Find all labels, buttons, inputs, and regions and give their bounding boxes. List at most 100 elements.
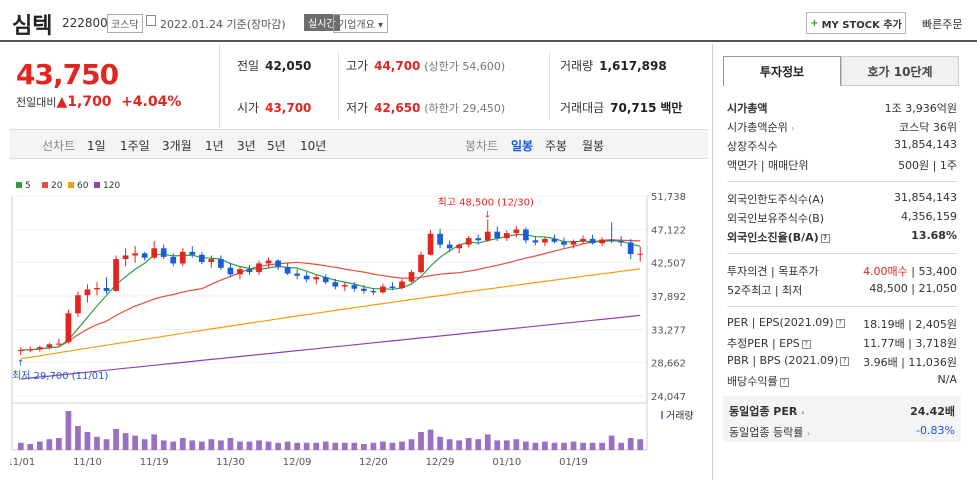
candle-body [36, 347, 43, 350]
opinion-value: 4.00매수 [863, 265, 908, 278]
candle-body [227, 267, 234, 275]
volume-bar [141, 439, 148, 450]
row-value: 500원 | 1주 [898, 159, 957, 172]
mystock-add-button[interactable]: + MY STOCK 추가 [806, 12, 906, 34]
tab-3y[interactable]: 3년 [237, 139, 256, 153]
help-icon[interactable]: ? [801, 339, 811, 349]
tab-daily[interactable]: 일봉 [511, 139, 534, 153]
chart-grid [11, 195, 648, 451]
help-icon[interactable]: ? [835, 318, 845, 328]
prev-value: 42,050 [265, 59, 312, 73]
tab-5y[interactable]: 5년 [267, 139, 286, 153]
row-label-text: 배당수익률 [727, 375, 778, 388]
quick-order-link[interactable]: 빠른주문 [922, 18, 963, 31]
tab-10y[interactable]: 10년 [300, 139, 327, 153]
divider [727, 246, 957, 254]
y-tick-label: 37,892 [651, 292, 686, 303]
candle-body [132, 253, 138, 256]
volume-bar [56, 438, 62, 450]
info-row: 외국인한도주식수(A) 31,854,143 [727, 189, 957, 208]
x-tick-label: 12/20 [359, 457, 388, 468]
lower-limit: (하한가 29,450) [424, 102, 506, 115]
candle-body [399, 281, 405, 289]
help-icon[interactable]: ? [820, 233, 830, 243]
volume-bar [237, 441, 243, 450]
row-label[interactable]: 동일업종 등락률 › [729, 424, 810, 440]
tab-order-book[interactable]: 호가 10단계 [841, 56, 959, 86]
high-label: 고가 [346, 59, 369, 73]
volume-bar [208, 439, 215, 450]
row-label: 투자의견 | 목표주가 [727, 265, 819, 278]
plus-icon: + [810, 17, 819, 29]
volume-bar [494, 440, 501, 450]
divider [549, 52, 550, 120]
tab-monthly[interactable]: 월봉 [582, 139, 605, 153]
moving-averages [20, 233, 641, 380]
row-label: 시가총액 [727, 102, 768, 115]
candle-body [246, 269, 253, 273]
help-icon[interactable]: ? [779, 377, 789, 387]
market-badge: 코스닥 [107, 14, 143, 33]
x-tick-label: 11/30 [216, 457, 245, 468]
candle-body [608, 239, 615, 242]
volume-bar [151, 434, 158, 450]
volume-bar [446, 439, 453, 450]
candle-body [113, 259, 119, 291]
tab-3m[interactable]: 3개월 [162, 139, 192, 153]
volume-bar [36, 441, 43, 450]
candle-body [456, 244, 463, 249]
mystock-label: MY STOCK 추가 [821, 19, 902, 31]
info-row: 동일업종 PER › 24.42배 [729, 401, 955, 420]
info-row: 외국인소진율(B/A)? 13.68% [727, 227, 957, 246]
tab-1d[interactable]: 1일 [87, 139, 106, 153]
company-info-dropdown[interactable]: 기업개요 ▾ [333, 14, 389, 33]
volume-bar [399, 441, 405, 450]
tab-weekly[interactable]: 주봉 [545, 139, 568, 153]
volume-bar [94, 436, 100, 450]
help-icon[interactable]: ? [840, 356, 850, 366]
volume-bar [599, 442, 605, 450]
candle-body [427, 233, 434, 255]
info-row: 투자의견 | 목표주가 4.00매수 | 53,400 [727, 261, 957, 280]
x-tick-label: 12/09 [283, 457, 312, 468]
line-chart-label: 선차트 [42, 139, 76, 153]
stock-code: 222800 [62, 16, 108, 30]
row-label-text: PBR | BPS (2021.09) [727, 354, 839, 367]
price-change: 전일대비▲1,700 +4.04% [16, 94, 181, 110]
row-label[interactable]: 시가총액순위 › [727, 119, 794, 135]
volume-bar [17, 442, 24, 450]
volume-bar [637, 439, 644, 450]
volume-bar [627, 438, 634, 450]
candle-body [208, 259, 215, 262]
tab-1w[interactable]: 1주일 [120, 139, 150, 153]
tab-1y[interactable]: 1년 [205, 139, 224, 153]
tab-investment-info[interactable]: 투자정보 [723, 56, 841, 86]
divider [727, 174, 957, 182]
volume-bar [275, 442, 281, 450]
info-row: PBR | BPS (2021.09)? 3.96배 | 11,036원 [727, 352, 957, 371]
candle-body [256, 263, 262, 273]
y-tick-label: 51,738 [651, 192, 686, 203]
volume-bar [523, 441, 529, 450]
volume-bar [179, 438, 186, 450]
candle-body [370, 290, 377, 293]
row-label-text: 동일업종 PER [729, 405, 798, 418]
divider [338, 52, 339, 120]
row-label: 외국인한도주식수(A) [727, 193, 825, 206]
candle-body [437, 233, 443, 245]
realtime-button[interactable]: 실시간 [304, 14, 340, 31]
row-label[interactable]: 동일업종 PER › [729, 403, 805, 419]
target-price: | 53,400 [911, 265, 957, 278]
candle-body [418, 254, 424, 273]
row-value: 4.00매수 | 53,400 [863, 263, 957, 279]
x-tick-label: 01/19 [559, 457, 588, 468]
max-price-label: 최고 48,500 (12/30) [438, 196, 534, 208]
info-row: 배당수익률? N/A [727, 371, 957, 390]
volume-bar [418, 432, 424, 450]
calendar-icon [146, 15, 156, 26]
volume-legend-label: 거래량 [666, 410, 694, 422]
row-label: 추정PER | EPS? [727, 335, 811, 351]
row-label: 배당수익률? [727, 373, 789, 389]
volume-bar [113, 429, 119, 450]
prev-close: 전일 42,050 [237, 57, 311, 74]
